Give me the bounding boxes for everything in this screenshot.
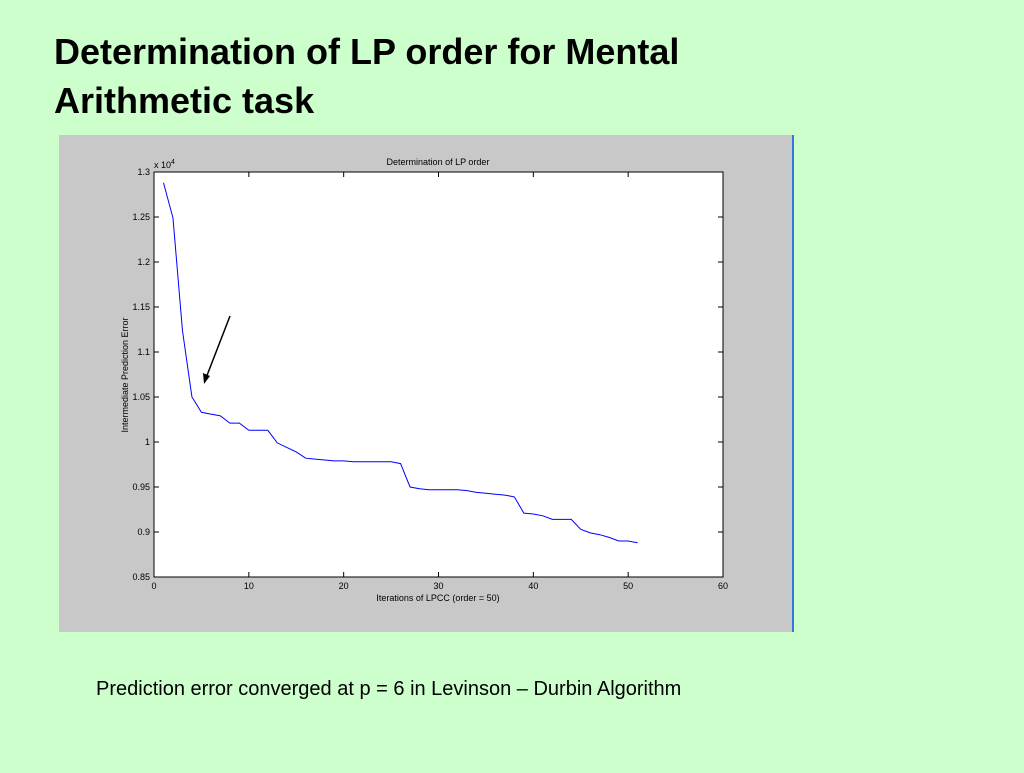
y-tick-label: 0.85 [132,572,150,582]
slide-title: Determination of LP order for Mental [54,31,679,72]
x-tick-label: 40 [528,581,538,591]
x-axis-label: Iterations of LPCC (order = 50) [376,593,499,603]
y-tick-label: 1.15 [132,302,150,312]
y-tick-label: 0.9 [137,527,150,537]
data-line [163,182,638,544]
y-tick-label: 1.25 [132,212,150,222]
y-tick-label: 0.95 [132,482,150,492]
x-tick-label: 60 [718,581,728,591]
slide-caption: Prediction error converged at p = 6 in L… [96,678,681,700]
x-tick-label: 50 [623,581,633,591]
y-scale-base: x 10 [154,160,171,170]
y-axis-label: Intermediate Prediction Error [120,317,130,432]
y-tick-label: 1.1 [137,347,150,357]
y-tick-label: 1 [145,437,150,447]
chart-title: Determination of LP order [387,157,490,167]
arrow-head [203,373,210,384]
y-tick-label: 1.2 [137,257,150,267]
plot-area [153,171,724,578]
x-tick-label: 10 [244,581,254,591]
slide-title: Arithmetic task [54,80,315,121]
annotation-arrow [205,315,231,379]
x-tick-label: 0 [151,581,156,591]
y-tick-label: 1.05 [132,392,150,402]
x-tick-label: 30 [433,581,443,591]
y-tick-label: 1.3 [137,167,150,177]
y-scale-label: x 104 [154,159,175,170]
y-scale-exponent: 4 [171,159,175,166]
x-tick-label: 20 [339,581,349,591]
